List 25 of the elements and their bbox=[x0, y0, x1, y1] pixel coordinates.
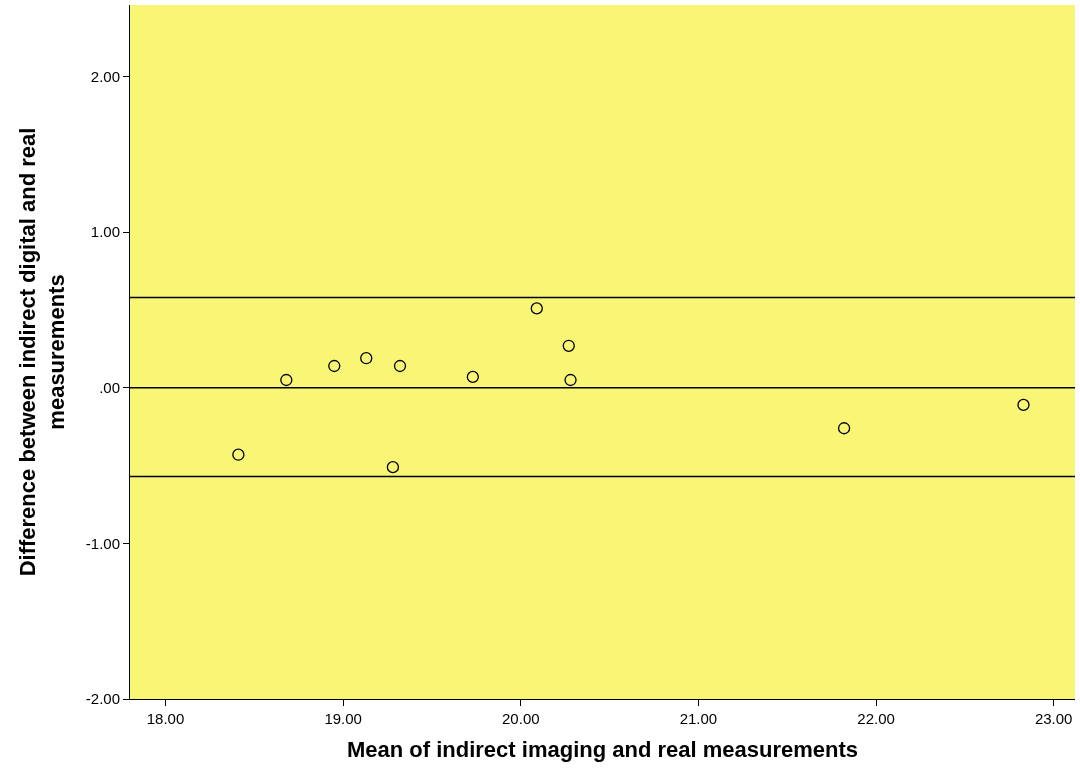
y-tick-label: 1.00 bbox=[90, 223, 120, 241]
point bbox=[328, 359, 341, 373]
point bbox=[280, 373, 293, 387]
y-tick-label: -1.00 bbox=[85, 534, 120, 552]
x-tick-label: 18.00 bbox=[146, 710, 185, 727]
point bbox=[466, 370, 479, 384]
y-tick-label: 2.00 bbox=[90, 67, 120, 85]
point bbox=[1017, 398, 1030, 412]
x-tick-label: 20.00 bbox=[502, 710, 540, 727]
point bbox=[564, 373, 577, 387]
x-tick-label: 19.00 bbox=[324, 710, 362, 727]
point bbox=[393, 359, 407, 373]
y-tick-label: -2.00 bbox=[85, 690, 120, 708]
point bbox=[360, 352, 373, 365]
point bbox=[837, 422, 851, 435]
point bbox=[386, 461, 400, 474]
x-tick-label: 21.00 bbox=[679, 710, 718, 727]
point bbox=[530, 302, 543, 315]
y-axis-title: Difference between indirect digital and real measurements bbox=[15, 127, 69, 577]
point bbox=[562, 339, 575, 352]
point bbox=[232, 448, 245, 461]
y-tick-label: .00 bbox=[99, 379, 120, 397]
x-tick-label: 22.00 bbox=[857, 710, 895, 727]
x-axis-title: Mean of indirect imaging and real measurements bbox=[346, 736, 859, 762]
x-tick-label: 23.00 bbox=[1034, 710, 1073, 727]
